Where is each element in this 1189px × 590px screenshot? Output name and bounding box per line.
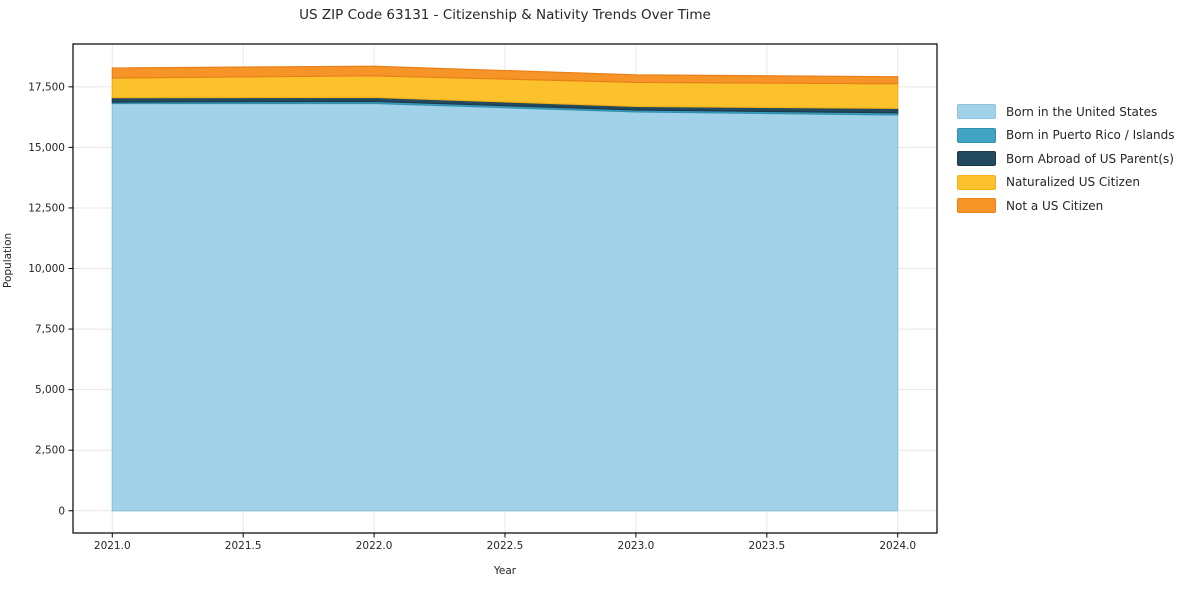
x-tick-label: 2023.5	[748, 540, 785, 552]
legend-swatch-naturalized-us-citizen	[957, 174, 996, 190]
x-tick-label: 2021.5	[225, 540, 262, 552]
legend-item-not-a-us-citizen: Not a US Citizen	[957, 194, 1175, 218]
x-tick-label: 2022.5	[487, 540, 524, 552]
x-tick-label: 2024.0	[879, 540, 916, 552]
legend-item-born-in-puerto-rico-islands: Born in Puerto Rico / Islands	[957, 124, 1175, 148]
legend: Born in the United States Born in Puerto …	[957, 100, 1175, 218]
legend-swatch-born-abroad-of-us-parent-s	[957, 151, 996, 167]
area-not-a-us-citizen	[111, 65, 899, 85]
chart-title: US ZIP Code 63131 - Citizenship & Nativi…	[299, 7, 711, 23]
legend-swatch-born-in-puerto-rico-islands	[957, 127, 996, 143]
legend-item-born-in-the-united-states: Born in the United States	[957, 100, 1175, 124]
legend-label: Born in Puerto Rico / Islands	[1006, 128, 1175, 143]
y-tick-label: 5,000	[35, 384, 65, 396]
legend-label: Born in the United States	[1006, 104, 1158, 119]
legend-swatch-not-a-us-citizen	[957, 198, 996, 214]
legend-label: Naturalized US Citizen	[1006, 175, 1140, 190]
y-tick-label: 2,500	[35, 445, 65, 457]
area-born-in-the-united-states	[111, 102, 899, 512]
legend-label: Not a US Citizen	[1006, 198, 1104, 213]
y-tick-label: 0	[58, 505, 65, 517]
legend-swatch-born-in-the-united-states	[957, 104, 996, 120]
y-tick-label: 17,500	[28, 81, 65, 93]
x-tick-label: 2022.0	[356, 540, 393, 552]
y-tick-label: 10,000	[28, 263, 65, 275]
legend-item-born-abroad-of-us-parent-s: Born Abroad of US Parent(s)	[957, 147, 1175, 171]
x-axis-label: Year	[493, 565, 517, 577]
y-tick-label: 15,000	[28, 142, 65, 154]
x-tick-label: 2023.0	[618, 540, 655, 552]
y-tick-label: 12,500	[28, 202, 65, 214]
legend-label: Born Abroad of US Parent(s)	[1006, 151, 1174, 166]
x-tick-label: 2021.0	[94, 540, 131, 552]
y-tick-label: 7,500	[35, 324, 65, 336]
legend-item-naturalized-us-citizen: Naturalized US Citizen	[957, 171, 1175, 195]
